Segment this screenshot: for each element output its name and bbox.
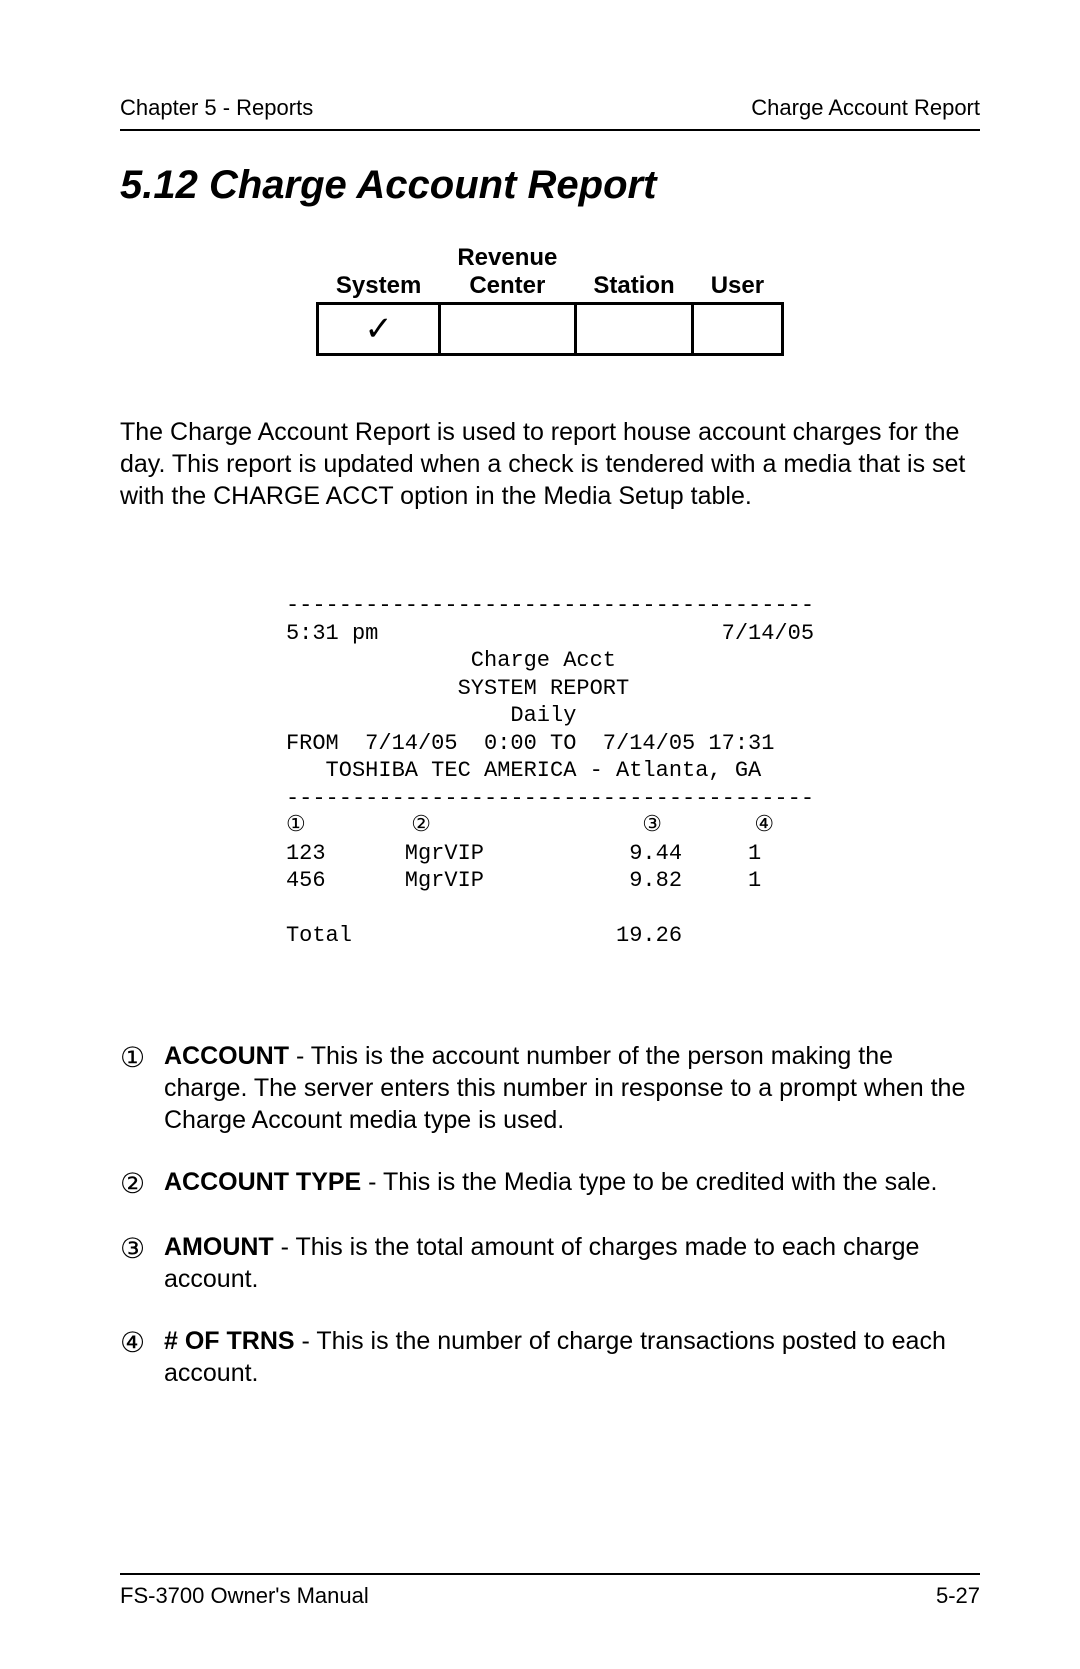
scope-header-system: System: [318, 272, 439, 304]
scope-header-station: Station: [575, 272, 692, 304]
definition-text: - This is the Media type to be credited …: [361, 1168, 937, 1196]
definition-text: - This is the total amount of charges ma…: [164, 1233, 919, 1293]
definition-marker: ③: [120, 1231, 164, 1295]
report-output: ----------------------------------------…: [286, 592, 814, 950]
scope-header-user: User: [693, 272, 782, 304]
header-left: Chapter 5 - Reports: [120, 95, 313, 121]
definition-item: ①ACCOUNT - This is the account number of…: [120, 1040, 980, 1136]
definition-term: AMOUNT: [164, 1233, 274, 1261]
definition-marker: ④: [120, 1325, 164, 1389]
scope-header-revenue-top: Revenue: [439, 244, 575, 272]
scope-cell-system: ✓: [318, 304, 439, 355]
definition-term: ACCOUNT TYPE: [164, 1168, 361, 1196]
definition-item: ②ACCOUNT TYPE - This is the Media type t…: [120, 1166, 980, 1202]
footer-right: 5-27: [936, 1583, 980, 1609]
definition-term: # OF TRNS: [164, 1327, 295, 1355]
definition-body: # OF TRNS - This is the number of charge…: [164, 1325, 980, 1389]
page-footer: FS-3700 Owner's Manual 5-27: [120, 1573, 980, 1609]
footer-left: FS-3700 Owner's Manual: [120, 1583, 369, 1609]
definition-body: ACCOUNT TYPE - This is the Media type to…: [164, 1166, 980, 1202]
definitions-list: ①ACCOUNT - This is the account number of…: [120, 1040, 980, 1390]
definition-body: AMOUNT - This is the total amount of cha…: [164, 1231, 980, 1295]
definition-item: ④ # OF TRNS - This is the number of char…: [120, 1325, 980, 1389]
definition-body: ACCOUNT - This is the account number of …: [164, 1040, 980, 1136]
section-title: 5.12 Charge Account Report: [120, 163, 980, 208]
scope-table: Revenue System Center Station User ✓: [316, 244, 783, 356]
definition-term: ACCOUNT: [164, 1042, 289, 1070]
definition-marker: ②: [120, 1166, 164, 1202]
scope-cell-station: [575, 304, 692, 355]
scope-header-revenue-center: Center: [439, 272, 575, 304]
scope-cell-revenue: [439, 304, 575, 355]
page-header: Chapter 5 - Reports Charge Account Repor…: [120, 95, 980, 131]
check-icon: ✓: [364, 310, 393, 348]
definition-marker: ①: [120, 1040, 164, 1136]
scope-cell-user: [693, 304, 782, 355]
scope-table-container: Revenue System Center Station User ✓: [120, 244, 980, 356]
definition-item: ③AMOUNT - This is the total amount of ch…: [120, 1231, 980, 1295]
document-page: Chapter 5 - Reports Charge Account Repor…: [0, 0, 1080, 1669]
header-right: Charge Account Report: [751, 95, 980, 121]
intro-paragraph: The Charge Account Report is used to rep…: [120, 416, 980, 512]
